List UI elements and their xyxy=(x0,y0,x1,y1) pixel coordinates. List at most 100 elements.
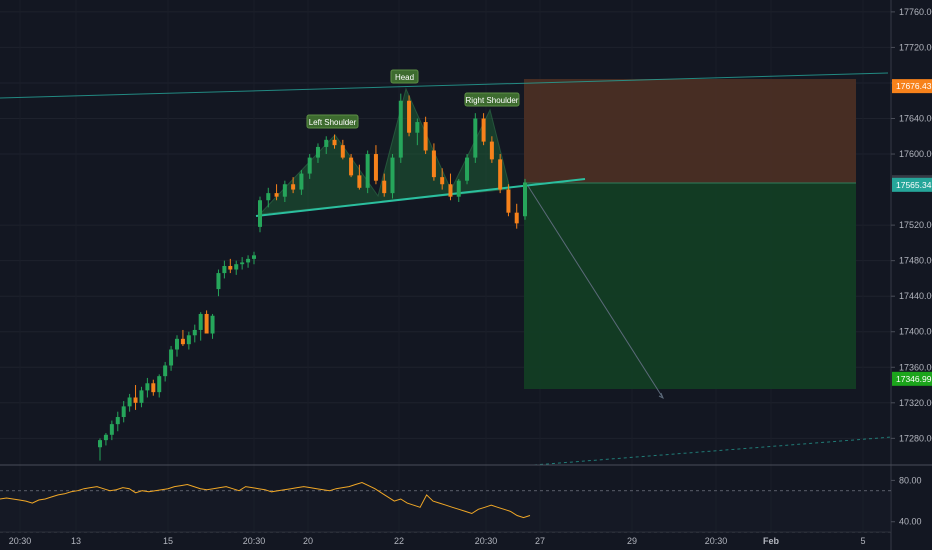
candle-body xyxy=(382,180,387,194)
candle-body xyxy=(240,262,245,265)
candle-body xyxy=(407,100,412,133)
candle-body xyxy=(198,313,203,330)
candle-body xyxy=(390,157,395,194)
time-tick-label: 20:30 xyxy=(9,536,32,546)
candle-body xyxy=(423,122,428,151)
rsi-band xyxy=(0,490,891,533)
time-tick-label: 29 xyxy=(627,536,637,546)
candle-body xyxy=(357,175,362,188)
price-tick-label: 17360.00 xyxy=(899,362,932,372)
annotation-head-text: Head xyxy=(395,73,414,82)
candle-body xyxy=(340,145,345,158)
candle-body xyxy=(157,376,162,393)
candle-body xyxy=(186,335,191,345)
price-badge-text: 17565.34 xyxy=(896,180,932,190)
candle-body xyxy=(274,193,279,197)
annotation-right-shoulder[interactable]: Right Shoulder xyxy=(464,92,520,107)
rsi-tick-label: 80.00 xyxy=(899,475,922,485)
rsi-tick-label: 40.00 xyxy=(899,517,922,527)
candle-body xyxy=(228,265,233,270)
candle-body xyxy=(145,383,150,391)
candle-body xyxy=(415,122,420,133)
candle-body xyxy=(246,258,251,263)
candle-body xyxy=(506,189,511,213)
projection-arrow xyxy=(527,185,664,399)
arrow-head-icon xyxy=(658,392,664,400)
price-badge xyxy=(892,79,932,94)
rsi-line xyxy=(0,481,531,519)
time-tick-label: 27 xyxy=(535,536,545,546)
annotation-head[interactable]: Head xyxy=(390,69,419,84)
time-tick-label: Feb xyxy=(763,536,780,546)
candle-body xyxy=(489,141,494,160)
candle-body xyxy=(216,273,221,290)
candle-body xyxy=(169,349,174,366)
candle-body xyxy=(473,118,478,158)
candle-body xyxy=(324,139,329,147)
candle-body xyxy=(192,329,197,336)
rsi-axis: 80.00 40.00 xyxy=(891,475,922,527)
time-axis[interactable]: 20:30 13 15 20:30 20 22 20:30 27 29 20:30 Feb 5 xyxy=(9,536,866,546)
candle-body xyxy=(103,434,108,441)
candle-body xyxy=(523,182,527,217)
time-tick-label: 20:30 xyxy=(243,536,266,546)
price-tick-label: 17480.00 xyxy=(899,256,932,266)
candle-body xyxy=(127,397,132,407)
price-tick-label: 17400.00 xyxy=(899,327,932,337)
price-badge-text: 17346.99 xyxy=(896,374,932,384)
time-tick-label: 15 xyxy=(163,536,173,546)
annotation-left-shoulder[interactable]: Left Shoulder xyxy=(306,114,359,129)
time-tick-label: 20 xyxy=(303,536,313,546)
time-tick-label: 20:30 xyxy=(705,536,728,546)
candle-body xyxy=(139,390,144,403)
candle-body xyxy=(481,118,486,142)
candle-body xyxy=(299,173,304,190)
candle-body xyxy=(98,440,102,448)
candle-body xyxy=(266,193,271,201)
price-tick-label: 17440.00 xyxy=(899,291,932,301)
candle-body xyxy=(332,139,337,146)
price-tick-label: 17600.00 xyxy=(899,149,932,159)
stop-loss-zone xyxy=(524,79,856,183)
time-tick-label: 13 xyxy=(71,536,81,546)
annotation-right-shoulder-text: Right Shoulder xyxy=(466,96,519,105)
candle-body xyxy=(465,157,470,181)
price-tick-label: 17520.00 xyxy=(899,220,932,230)
price-tick-label: 17640.00 xyxy=(899,114,932,124)
candle-body xyxy=(456,180,461,197)
resistance-line[interactable] xyxy=(0,72,889,99)
price-tick-label: 17720.00 xyxy=(899,42,932,52)
candle-body xyxy=(282,184,287,197)
candle-body xyxy=(349,157,354,176)
rsi-levels xyxy=(0,490,891,533)
take-profit-zone xyxy=(524,183,856,389)
candle-body xyxy=(252,255,256,259)
candle-body xyxy=(498,159,503,190)
candle-body xyxy=(121,406,126,418)
time-tick-label: 20:30 xyxy=(475,536,498,546)
time-tick-label: 22 xyxy=(394,536,404,546)
price-tick-label: 17760.00 xyxy=(899,7,932,17)
neckline[interactable] xyxy=(255,178,586,217)
candle-body xyxy=(307,157,312,174)
price-badge xyxy=(892,177,932,192)
candle-body xyxy=(204,313,209,334)
candle-body xyxy=(315,146,320,158)
time-tick-label: 5 xyxy=(860,536,865,546)
candle-body xyxy=(258,200,262,227)
pattern-annotations: Head Left Shoulder Right Shoulder xyxy=(306,69,520,129)
candle-body xyxy=(234,264,239,270)
candle-body xyxy=(448,184,453,197)
annotation-left-shoulder-text: Left Shoulder xyxy=(309,118,357,127)
candle-body xyxy=(175,338,179,350)
candle-body xyxy=(398,100,403,158)
candle-body xyxy=(151,383,156,393)
price-tick-label: 17320.00 xyxy=(899,398,932,408)
candle-body xyxy=(163,365,168,377)
candle-body xyxy=(373,154,378,181)
candle-body xyxy=(210,315,215,334)
candlestick-series xyxy=(98,93,527,461)
price-badge-text: 17676.43 xyxy=(896,81,932,91)
